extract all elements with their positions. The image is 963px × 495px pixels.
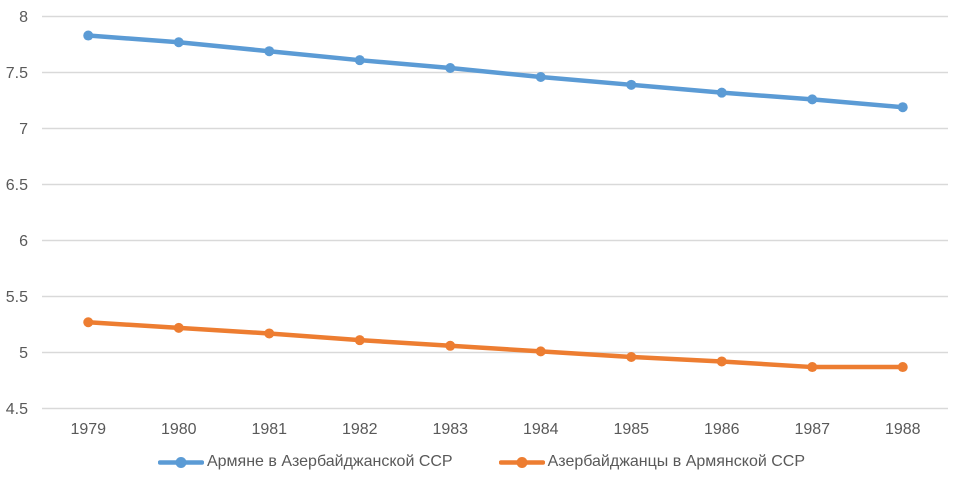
data-point-marker	[445, 63, 456, 74]
data-point-marker	[173, 37, 184, 48]
y-tick-label: 8	[19, 9, 28, 26]
data-point-marker	[83, 30, 94, 41]
data-point-marker	[173, 322, 184, 333]
x-tick-label: 1986	[704, 421, 740, 438]
x-tick-label: 1980	[161, 421, 197, 438]
data-point-marker	[626, 79, 637, 90]
data-point-marker	[897, 102, 908, 113]
legend-line-marker-icon	[157, 456, 204, 468]
data-point-marker	[264, 328, 275, 339]
data-point-marker	[716, 356, 727, 367]
data-point-marker	[807, 94, 818, 105]
x-tick-label: 1979	[70, 421, 106, 438]
legend-label: Азербайджанцы в Армянской ССР	[547, 453, 806, 470]
data-point-marker	[83, 317, 94, 328]
data-point-marker	[535, 346, 546, 357]
x-tick-label: 1985	[613, 421, 649, 438]
y-tick-label: 6	[19, 233, 28, 250]
y-tick-label: 6.5	[6, 177, 28, 194]
legend: Армяне в Азербайджанской ССР Азербайджанц…	[0, 453, 963, 471]
x-tick-label: 1981	[251, 421, 287, 438]
x-tick-label: 1984	[523, 421, 559, 438]
y-tick-label: 5.5	[6, 289, 28, 306]
data-point-marker	[354, 55, 365, 66]
data-point-marker	[897, 362, 908, 373]
y-tick-label: 7	[19, 121, 28, 138]
x-tick-label: 1988	[885, 421, 921, 438]
data-point-marker	[264, 46, 275, 57]
data-point-marker	[535, 71, 546, 82]
x-tick-label: 1982	[342, 421, 378, 438]
legend-label: Армяне в Азербайджанской ССР	[206, 453, 453, 470]
data-point-marker	[445, 340, 456, 351]
series-line	[86, 320, 905, 370]
data-point-marker	[807, 362, 818, 373]
y-tick-label: 4.5	[6, 401, 28, 418]
legend-item: Армяне в Азербайджанской ССР	[157, 453, 453, 471]
x-tick-label: 1987	[794, 421, 830, 438]
legend-line-marker-icon	[498, 456, 545, 468]
x-tick-label: 1983	[432, 421, 468, 438]
y-tick-label: 5	[19, 345, 28, 362]
legend-item: Азербайджанцы в Армянской ССР	[498, 453, 806, 471]
data-point-marker	[626, 351, 637, 362]
y-tick-label: 7.5	[6, 65, 28, 82]
data-point-marker	[716, 87, 727, 98]
series-line	[86, 33, 905, 110]
data-point-marker	[354, 335, 365, 346]
